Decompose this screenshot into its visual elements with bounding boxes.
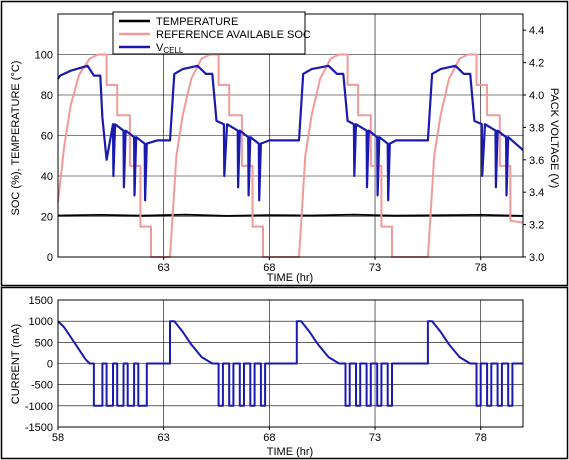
bottom-x-tick-label: 73: [369, 432, 381, 444]
top-x-tick-label: 78: [475, 262, 487, 274]
bottom-x-axis-label: TIME (hr): [267, 446, 313, 458]
vcell-line: [57, 64, 524, 202]
bottom-x-tick-label: 68: [263, 432, 275, 444]
temperature-line: [57, 213, 524, 217]
bottom-y-tick-label: 1000: [29, 316, 53, 328]
legend: TEMPERATURE REFERENCE AVAILABLE SOC VCEL…: [112, 11, 311, 55]
top-y2-tick-label: 4.2: [529, 58, 544, 70]
bottom-plot-border: [57, 299, 524, 428]
top-y-axis-label: SOC (%), TEMPERATURE (°C): [10, 61, 22, 216]
current-line: [57, 320, 523, 407]
current-chart: 58 63 68 73 78 -1500 -1000 -500 0 500 1000 1500 TIM…: [10, 295, 524, 458]
top-panel-frame: [0, 0, 569, 287]
top-x-tick-label: 68: [263, 262, 275, 274]
top-tick-labels: 63 68 73 78 0 20 40 60 80 100 3.0 3.2 3.4 3.6 3.8 4.0 4.…: [35, 25, 545, 274]
bottom-y-tick-label: -500: [31, 380, 53, 392]
bottom-tick-labels: 58 63 68 73 78 -1500 -1000 -500 0 500 1000 1500: [25, 295, 487, 444]
top-y-tick-label: 100: [35, 50, 53, 62]
top-y2-axis-label: PACK VOLTAGE (V): [548, 88, 560, 188]
legend-label-vcell-main: V: [156, 42, 164, 54]
top-y2-tick-label: 3.4: [529, 187, 544, 199]
bottom-x-tick-label: 63: [158, 432, 170, 444]
bottom-y-axis-label: CURRENT (mA): [10, 324, 22, 404]
top-y-tick-label: 40: [41, 171, 53, 183]
bottom-panel-frame: [0, 286, 569, 460]
bottom-x-tick-label: 78: [475, 432, 487, 444]
bottom-x-tick-label: 58: [52, 432, 64, 444]
bottom-series: [57, 320, 523, 407]
legend-label-soc: REFERENCE AVAILABLE SOC: [156, 29, 311, 41]
soc-voltage-chart: 63 68 73 78 0 20 40 60 80 100 3.0 3.2 3.4 3.6 3.8 4.0 4.…: [10, 11, 560, 284]
top-y2-tick-label: 3.8: [529, 122, 544, 134]
legend-label-vcell-sub: CELL: [163, 46, 184, 55]
top-y-tick-label: 60: [41, 131, 53, 143]
bottom-y-tick-label: 0: [47, 359, 53, 371]
bottom-y-tick-label: 1500: [29, 295, 53, 307]
top-y2-tick-label: 3.6: [529, 155, 544, 167]
top-x-tick-label: 73: [369, 262, 381, 274]
bottom-y-tick-label: -1500: [25, 422, 53, 434]
top-y-tick-label: 20: [41, 212, 53, 224]
top-x-tick-label: 63: [158, 262, 170, 274]
top-y2-tick-label: 3.2: [529, 220, 544, 232]
top-y2-tick-label: 3.0: [529, 252, 544, 264]
soc-line: [57, 53, 524, 258]
top-x-axis-label: TIME (hr): [267, 272, 313, 284]
top-series: [57, 53, 524, 258]
top-y-tick-label: 0: [47, 252, 53, 264]
bottom-y-tick-label: -1000: [25, 401, 53, 413]
legend-label-vcell: VCELL: [156, 42, 184, 55]
top-y2-tick-label: 4.4: [529, 25, 544, 37]
legend-label-temperature: TEMPERATURE: [156, 16, 238, 28]
bottom-y-tick-label: 500: [35, 337, 53, 349]
top-y2-tick-label: 4.0: [529, 90, 544, 102]
top-y-tick-label: 80: [41, 90, 53, 102]
